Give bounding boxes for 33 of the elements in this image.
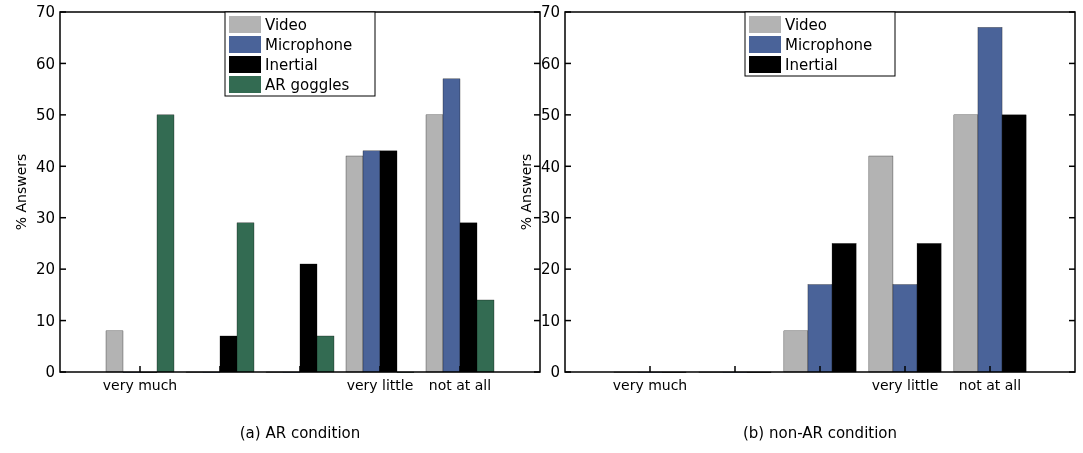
x-tick-label: very much [612, 377, 688, 393]
text: (b) non-AR condition [742, 424, 898, 442]
y-axis-title: % Answers [13, 153, 29, 231]
y-axis-title: % Answers [518, 153, 534, 231]
x-tick-label: very little [346, 377, 414, 393]
x-tick-label: very little [871, 377, 939, 393]
legend-label: Microphone [785, 36, 873, 55]
legend-label: Microphone [265, 36, 353, 55]
y-tick-label: 70 [540, 3, 560, 22]
y-tick-label: 0 [550, 363, 560, 382]
y-tick-label: 40 [540, 157, 560, 176]
y-tick-label: 60 [35, 54, 55, 73]
x-tick-label: not at all [428, 377, 492, 393]
legend-label: Video [785, 16, 828, 35]
y-tick-label: 10 [540, 311, 560, 330]
y-tick-label: 10 [35, 311, 55, 330]
legend-label: AR goggles [265, 76, 350, 95]
y-tick-label: 20 [35, 260, 55, 279]
text: (a) AR condition [239, 424, 361, 442]
legend-label: Inertial [265, 56, 318, 75]
x-tick-label: not at all [958, 377, 1022, 393]
legend-label: Inertial [785, 56, 838, 75]
y-tick-label: 20 [540, 260, 560, 279]
y-tick-label: 70 [35, 3, 55, 22]
y-tick-label: 40 [35, 157, 55, 176]
y-tick-label: 0 [45, 363, 55, 382]
x-tick-label: very much [102, 377, 178, 393]
y-tick-label: 30 [540, 208, 560, 227]
y-tick-label: 30 [35, 208, 55, 227]
legend-label: Video [265, 16, 308, 35]
y-tick-label: 50 [35, 106, 55, 125]
y-tick-label: 60 [540, 54, 560, 73]
y-tick-label: 50 [540, 106, 560, 125]
